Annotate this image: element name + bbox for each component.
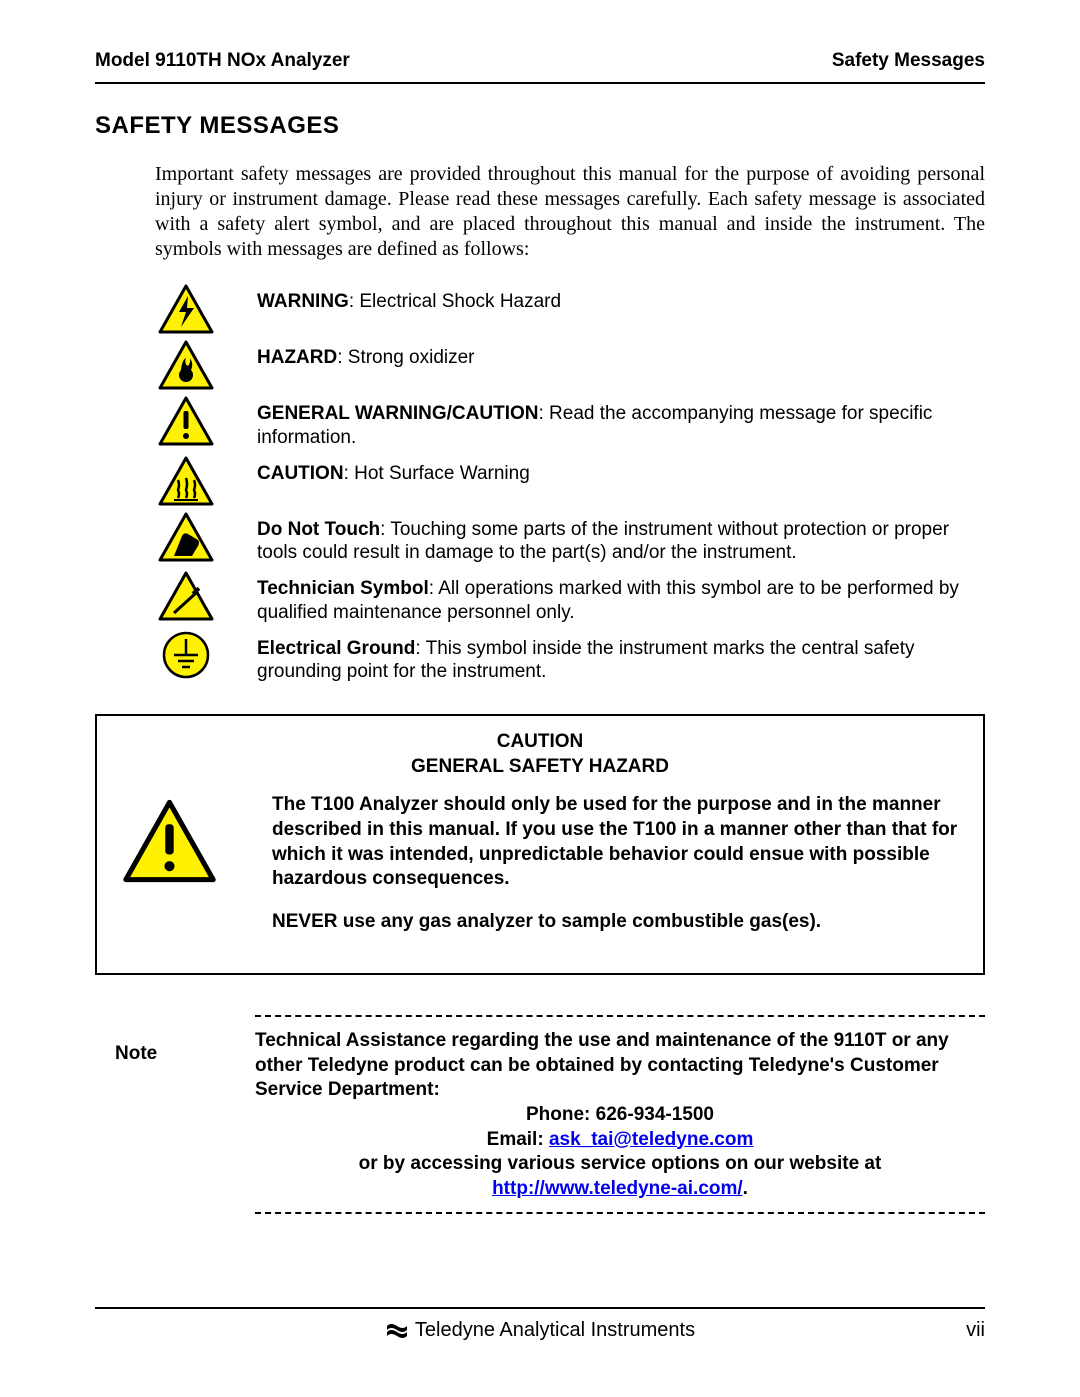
symbol-text: HAZARD: Strong oxidizer bbox=[217, 340, 985, 370]
oxidizer-icon bbox=[155, 340, 217, 390]
symbol-text: CAUTION: Hot Surface Warning bbox=[217, 456, 985, 486]
header-right: Safety Messages bbox=[832, 50, 985, 72]
email-link[interactable]: ask_tai@teledyne.com bbox=[549, 1129, 753, 1150]
intro-paragraph: Important safety messages are provided t… bbox=[155, 162, 985, 262]
teledyne-logo-icon bbox=[385, 1322, 409, 1340]
symbol-text: Technician Symbol: All operations marked… bbox=[217, 571, 985, 625]
note-label: Note bbox=[95, 1015, 255, 1214]
caution-text: The T100 Analyzer should only be used fo… bbox=[222, 793, 963, 952]
footer-company: Teledyne Analytical Instruments bbox=[415, 1319, 695, 1342]
technician-icon bbox=[155, 571, 217, 621]
caution-header: CAUTION GENERAL SAFETY HAZARD bbox=[117, 730, 963, 779]
electrical-ground-icon bbox=[155, 631, 217, 679]
symbol-text: GENERAL WARNING/CAUTION: Read the accomp… bbox=[217, 396, 985, 450]
symbol-row: Electrical Ground: This symbol inside th… bbox=[155, 631, 985, 685]
caution-box: CAUTION GENERAL SAFETY HAZARD The T100 A… bbox=[95, 714, 985, 975]
general-warning-icon bbox=[117, 793, 222, 883]
symbol-definitions: WARNING: Electrical Shock Hazard HAZARD:… bbox=[155, 284, 985, 684]
symbol-row: HAZARD: Strong oxidizer bbox=[155, 340, 985, 390]
symbol-row: CAUTION: Hot Surface Warning bbox=[155, 456, 985, 506]
website-link[interactable]: http://www.teledyne-ai.com/ bbox=[492, 1178, 743, 1199]
page-header: Model 9110TH NOx Analyzer Safety Message… bbox=[95, 50, 985, 84]
do-not-touch-icon bbox=[155, 512, 217, 562]
symbol-row: WARNING: Electrical Shock Hazard bbox=[155, 284, 985, 334]
header-left: Model 9110TH NOx Analyzer bbox=[95, 50, 350, 72]
symbol-text: Do Not Touch: Touching some parts of the… bbox=[217, 512, 985, 566]
symbol-row: GENERAL WARNING/CAUTION: Read the accomp… bbox=[155, 396, 985, 450]
symbol-row: Technician Symbol: All operations marked… bbox=[155, 571, 985, 625]
note-block: Note Technical Assistance regarding the … bbox=[95, 1015, 985, 1214]
note-body: Technical Assistance regarding the use a… bbox=[255, 1015, 985, 1214]
symbol-text: Electrical Ground: This symbol inside th… bbox=[217, 631, 985, 685]
general-warning-icon bbox=[155, 396, 217, 446]
symbol-row: Do Not Touch: Touching some parts of the… bbox=[155, 512, 985, 566]
hot-surface-icon bbox=[155, 456, 217, 506]
section-title: SAFETY MESSAGES bbox=[95, 112, 985, 140]
symbol-text: WARNING: Electrical Shock Hazard bbox=[217, 284, 985, 314]
electric-shock-icon bbox=[155, 284, 217, 334]
page-number: vii bbox=[966, 1319, 985, 1342]
page-footer: Teledyne Analytical Instruments vii bbox=[95, 1307, 985, 1342]
